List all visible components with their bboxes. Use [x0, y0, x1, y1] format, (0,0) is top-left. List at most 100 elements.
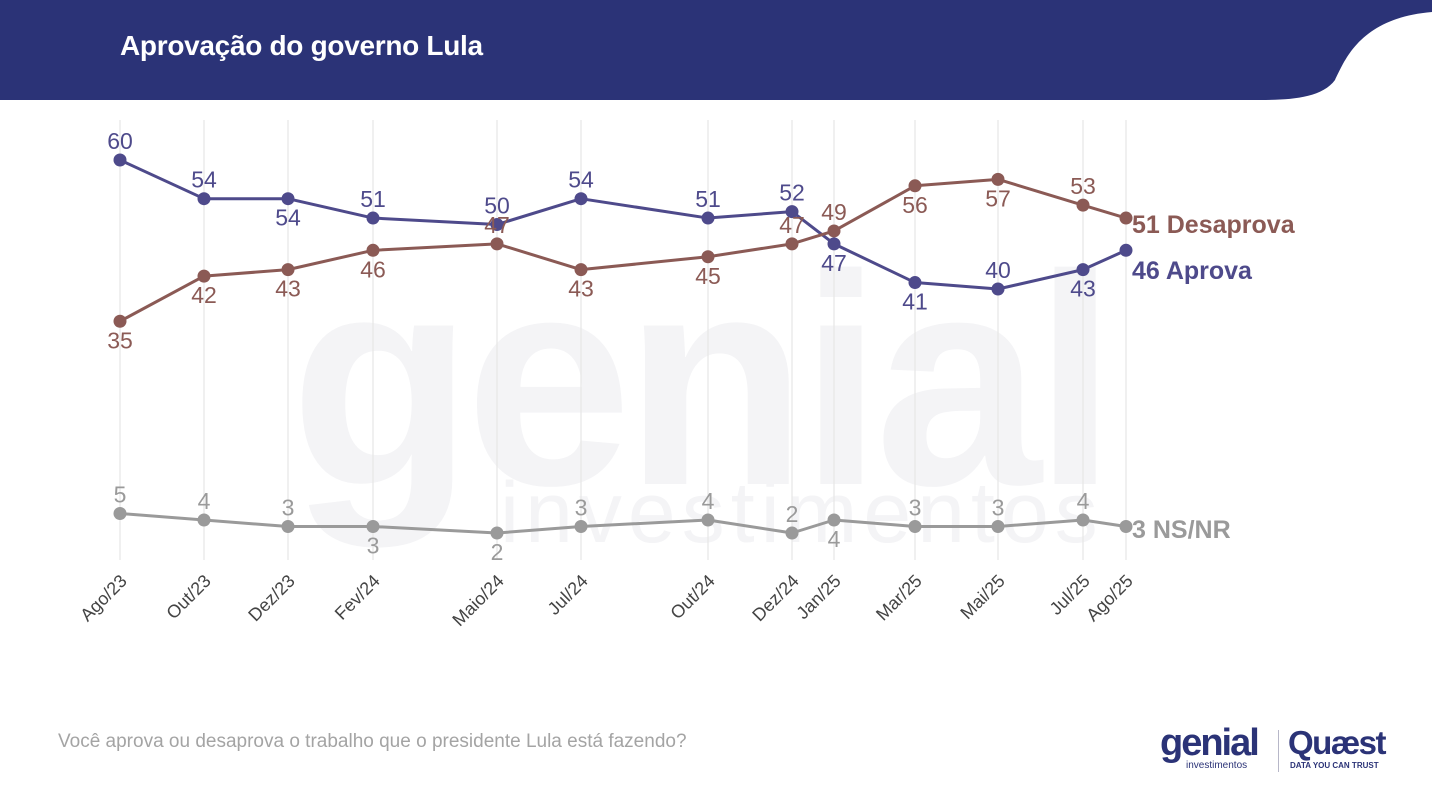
- data-point: [574, 263, 588, 277]
- x-tick-label: Dez/23: [244, 571, 298, 625]
- data-point: [197, 513, 211, 527]
- data-label: 56: [902, 192, 928, 218]
- data-label: 54: [275, 205, 301, 231]
- x-tick-label: Ago/25: [1082, 571, 1136, 625]
- x-tick-label: Mai/25: [956, 571, 1008, 623]
- data-point: [701, 513, 715, 527]
- data-point: [113, 153, 127, 167]
- data-point: [1076, 263, 1090, 277]
- data-point: [827, 224, 841, 238]
- series-layer: [113, 153, 1133, 540]
- data-label: 5: [114, 482, 127, 508]
- data-label: 3: [575, 495, 588, 521]
- data-label: 2: [786, 501, 799, 527]
- grid-lines: [119, 120, 1127, 560]
- data-point: [281, 263, 295, 277]
- data-point: [197, 269, 211, 283]
- x-tick-label: Fev/24: [331, 571, 384, 624]
- series-end-label: 51 Desaprova: [1132, 211, 1296, 239]
- logo-divider: [1278, 730, 1279, 772]
- data-point: [827, 513, 841, 527]
- data-point: [366, 520, 380, 533]
- data-label: 3: [282, 495, 295, 521]
- data-point: [490, 237, 504, 251]
- data-label: 46: [360, 256, 386, 282]
- x-tick-label: Out/24: [666, 571, 718, 623]
- data-label: 3: [367, 533, 380, 559]
- data-point: [991, 282, 1005, 296]
- data-point: [785, 205, 799, 219]
- data-point: [366, 211, 380, 225]
- data-point: [1076, 513, 1090, 527]
- data-point: [113, 314, 127, 328]
- data-label: 4: [828, 526, 841, 552]
- data-point: [908, 179, 922, 193]
- data-point: [785, 237, 799, 251]
- data-point: [197, 192, 211, 206]
- data-label: 3: [992, 495, 1005, 521]
- data-label: 43: [275, 276, 301, 302]
- data-point: [991, 520, 1005, 533]
- data-label: 47: [484, 212, 510, 238]
- data-point: [1076, 198, 1090, 212]
- data-label: 43: [1070, 276, 1096, 302]
- data-label: 35: [107, 327, 133, 353]
- header-banner: Aprovação do governo Lula: [0, 0, 1432, 102]
- data-label: 53: [1070, 173, 1096, 199]
- quaest-tagline: DATA YOU CAN TRUST: [1290, 761, 1379, 770]
- series-end-label: 46 Aprova: [1132, 257, 1253, 285]
- data-point: [366, 243, 380, 257]
- series-line-nsnr: [119, 512, 1127, 535]
- data-point: [574, 520, 588, 533]
- data-label: 4: [198, 488, 211, 514]
- data-label: 47: [821, 250, 847, 276]
- data-point: [908, 276, 922, 290]
- data-label: 54: [568, 167, 594, 193]
- series-end-label: 3 NS/NR: [1132, 516, 1231, 544]
- data-point: [490, 526, 504, 540]
- x-tick-label: Jan/25: [792, 571, 844, 623]
- x-tick-label: Ago/23: [76, 571, 130, 625]
- data-label: 47: [779, 212, 805, 238]
- data-label: 45: [695, 263, 721, 289]
- data-label: 49: [821, 199, 847, 225]
- data-point: [1119, 520, 1133, 533]
- genial-logo: genial: [1160, 722, 1260, 764]
- data-label: 41: [902, 289, 928, 315]
- series-line-desaprova: [119, 177, 1127, 323]
- genial-logo-sub: investimentos: [1186, 760, 1248, 771]
- data-label: 2: [491, 539, 504, 565]
- page-title: Aprovação do governo Lula: [120, 30, 483, 61]
- data-label: 3: [909, 495, 922, 521]
- x-axis: Ago/23 Out/23 Dez/23 Fev/24 Maio/24 Jul/24 Out…: [76, 571, 1136, 630]
- survey-question: Você aprova ou desaprova o trabalho que …: [58, 731, 687, 752]
- x-tick-label: Out/23: [162, 571, 214, 623]
- data-point: [785, 526, 799, 540]
- data-label: 51: [360, 186, 386, 212]
- data-label: 43: [568, 276, 594, 302]
- data-label: 4: [702, 488, 715, 514]
- data-label: 42: [191, 282, 217, 308]
- data-point: [827, 237, 841, 251]
- data-point: [1119, 243, 1133, 257]
- data-point: [113, 507, 127, 520]
- quaest-logo: Quæst: [1288, 724, 1387, 761]
- data-label: 50: [484, 193, 510, 219]
- data-label: 57: [985, 185, 1011, 211]
- x-tick-label: Jul/24: [544, 571, 592, 619]
- header-background: [0, 0, 1432, 100]
- data-label: 40: [985, 257, 1011, 283]
- data-point: [281, 520, 295, 533]
- data-point: [490, 218, 504, 231]
- x-tick-label: Dez/24: [748, 571, 802, 625]
- data-label: 54: [191, 167, 217, 193]
- data-label: 60: [107, 128, 133, 154]
- data-point: [701, 250, 715, 264]
- data-point: [574, 192, 588, 206]
- data-label: 4: [1077, 488, 1090, 514]
- data-label: 51: [695, 186, 721, 212]
- data-point: [281, 192, 295, 206]
- data-point: [991, 172, 1005, 186]
